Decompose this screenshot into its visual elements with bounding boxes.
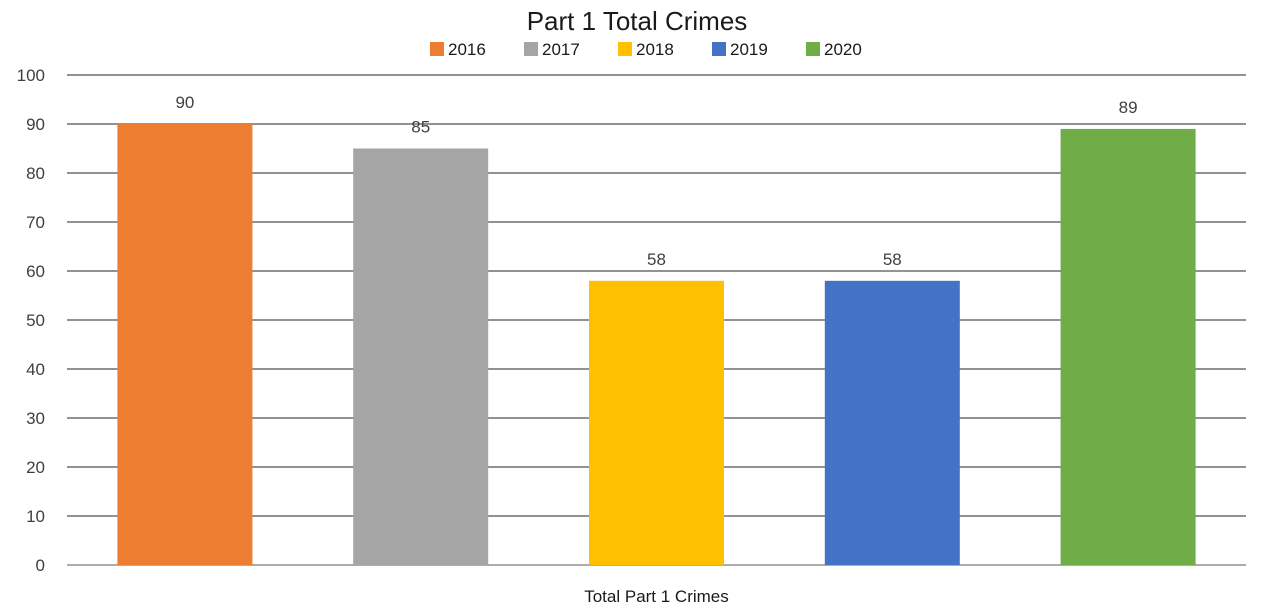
y-tick-label: 100	[17, 66, 45, 85]
legend-label: 2016	[448, 40, 486, 59]
legend-swatch	[712, 42, 726, 56]
y-axis: 0 10 20 30 40 50 60 70 80 90 100	[17, 66, 45, 575]
data-label-2018: 58	[647, 250, 666, 269]
y-tick-label: 30	[26, 409, 45, 428]
y-tick-label: 50	[26, 311, 45, 330]
legend-label: 2018	[636, 40, 674, 59]
y-tick-label: 80	[26, 164, 45, 183]
x-axis: Total Part 1 Crimes	[584, 587, 729, 606]
y-tick-label: 40	[26, 360, 45, 379]
chart-title: Part 1 Total Crimes	[527, 6, 748, 36]
y-tick-label: 90	[26, 115, 45, 134]
data-labels: 90 85 58 58 89	[175, 93, 1137, 269]
x-category-label: Total Part 1 Crimes	[584, 587, 729, 606]
legend-item-2016: 2016	[430, 40, 486, 59]
data-label-2016: 90	[175, 93, 194, 112]
legend-item-2020: 2020	[806, 40, 862, 59]
legend-label: 2019	[730, 40, 768, 59]
bar-2019	[824, 280, 960, 565]
legend-swatch	[618, 42, 632, 56]
bar-2020	[1060, 128, 1196, 565]
bar-2016	[117, 124, 253, 565]
bars	[117, 124, 1196, 565]
y-tick-label: 70	[26, 213, 45, 232]
y-tick-label: 60	[26, 262, 45, 281]
legend-item-2019: 2019	[712, 40, 768, 59]
legend: 2016 2017 2018 2019 2020	[430, 40, 862, 59]
legend-label: 2020	[824, 40, 862, 59]
y-tick-label: 0	[36, 556, 45, 575]
data-label-2020: 89	[1119, 98, 1138, 117]
legend-swatch	[806, 42, 820, 56]
y-tick-label: 20	[26, 458, 45, 477]
legend-label: 2017	[542, 40, 580, 59]
y-tick-label: 10	[26, 507, 45, 526]
legend-swatch	[430, 42, 444, 56]
bar-2018	[589, 280, 724, 565]
legend-swatch	[524, 42, 538, 56]
legend-item-2017: 2017	[524, 40, 580, 59]
bar-2017	[353, 148, 489, 565]
data-label-2017: 85	[411, 118, 430, 137]
legend-item-2018: 2018	[618, 40, 674, 59]
data-label-2019: 58	[883, 250, 902, 269]
